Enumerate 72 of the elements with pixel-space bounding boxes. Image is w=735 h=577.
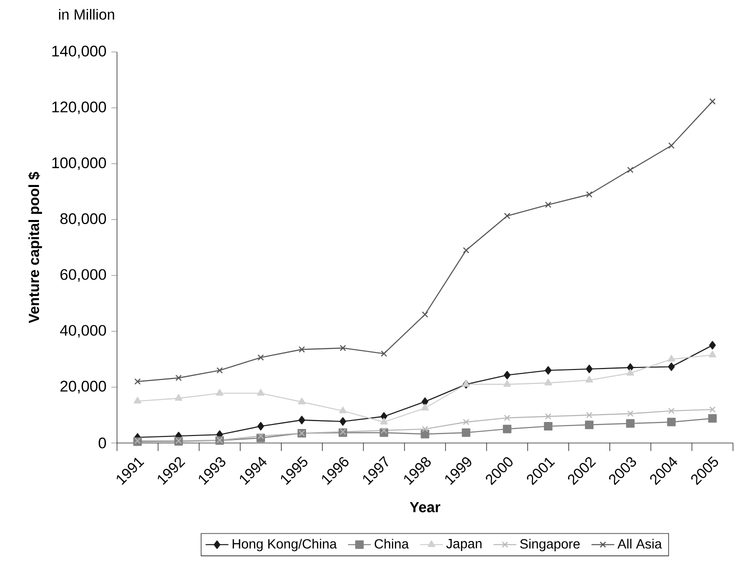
- point: [504, 370, 510, 380]
- y-tick-label: 0: [98, 438, 106, 448]
- point: [380, 350, 388, 357]
- x-axis-title: Year: [410, 502, 440, 512]
- point: [422, 397, 428, 406]
- point: [380, 418, 388, 424]
- y-axis-title: Venture capital pool $: [28, 172, 42, 324]
- y-tick-label: 120,000: [52, 102, 106, 114]
- point: [462, 428, 470, 437]
- point: [502, 424, 512, 434]
- y-tick-label: 20,000: [60, 380, 106, 394]
- point: [503, 380, 511, 387]
- point: [586, 376, 594, 383]
- point: [134, 396, 142, 404]
- point: [709, 98, 716, 105]
- legend-label: China: [374, 538, 409, 549]
- point: [709, 406, 716, 413]
- point: [585, 420, 594, 430]
- y-tick-label: 140,000: [52, 46, 106, 58]
- point: [298, 416, 306, 424]
- point: [462, 247, 470, 254]
- point: [174, 394, 182, 401]
- point: [668, 142, 675, 149]
- point: [339, 406, 347, 414]
- point: [258, 432, 264, 440]
- point: [340, 417, 346, 426]
- point: [709, 340, 716, 350]
- legend-label: All Asia: [617, 538, 662, 549]
- y-tick-label: 60,000: [60, 269, 106, 282]
- point: [216, 367, 223, 374]
- point: [544, 422, 552, 430]
- point: [668, 354, 676, 362]
- point: [257, 422, 264, 430]
- point: [175, 374, 182, 382]
- y-tick-label: 40,000: [60, 324, 106, 338]
- legend-label: Japan: [446, 539, 482, 551]
- point: [422, 311, 428, 318]
- point: [626, 368, 634, 376]
- point: [545, 413, 552, 420]
- point: [545, 202, 552, 208]
- point: [668, 408, 675, 414]
- point: [708, 414, 717, 423]
- point: [708, 350, 716, 358]
- y-tick-label: 80,000: [60, 213, 106, 226]
- point: [586, 412, 592, 418]
- point: [627, 410, 634, 417]
- point: [134, 378, 141, 385]
- point: [586, 364, 593, 374]
- legend-label: Singapore: [520, 538, 580, 552]
- point: [216, 389, 224, 396]
- point: [462, 418, 470, 426]
- text: in Million: [59, 8, 114, 20]
- point: [380, 427, 388, 434]
- point: [586, 191, 592, 198]
- point: [544, 378, 552, 386]
- legend-label: Hong Kong/China: [232, 538, 337, 552]
- point: [420, 430, 430, 438]
- point: [504, 212, 510, 220]
- point: [256, 389, 265, 396]
- point: [421, 404, 429, 410]
- point: [667, 418, 676, 426]
- y-tick-label: 100,000: [52, 157, 106, 170]
- point: [298, 346, 305, 353]
- point: [340, 344, 346, 352]
- point: [258, 354, 264, 361]
- point: [422, 426, 428, 432]
- point: [626, 419, 635, 428]
- point: [298, 398, 306, 404]
- point: [504, 414, 510, 422]
- point: [668, 362, 675, 372]
- point: [627, 166, 634, 174]
- point: [544, 366, 552, 375]
